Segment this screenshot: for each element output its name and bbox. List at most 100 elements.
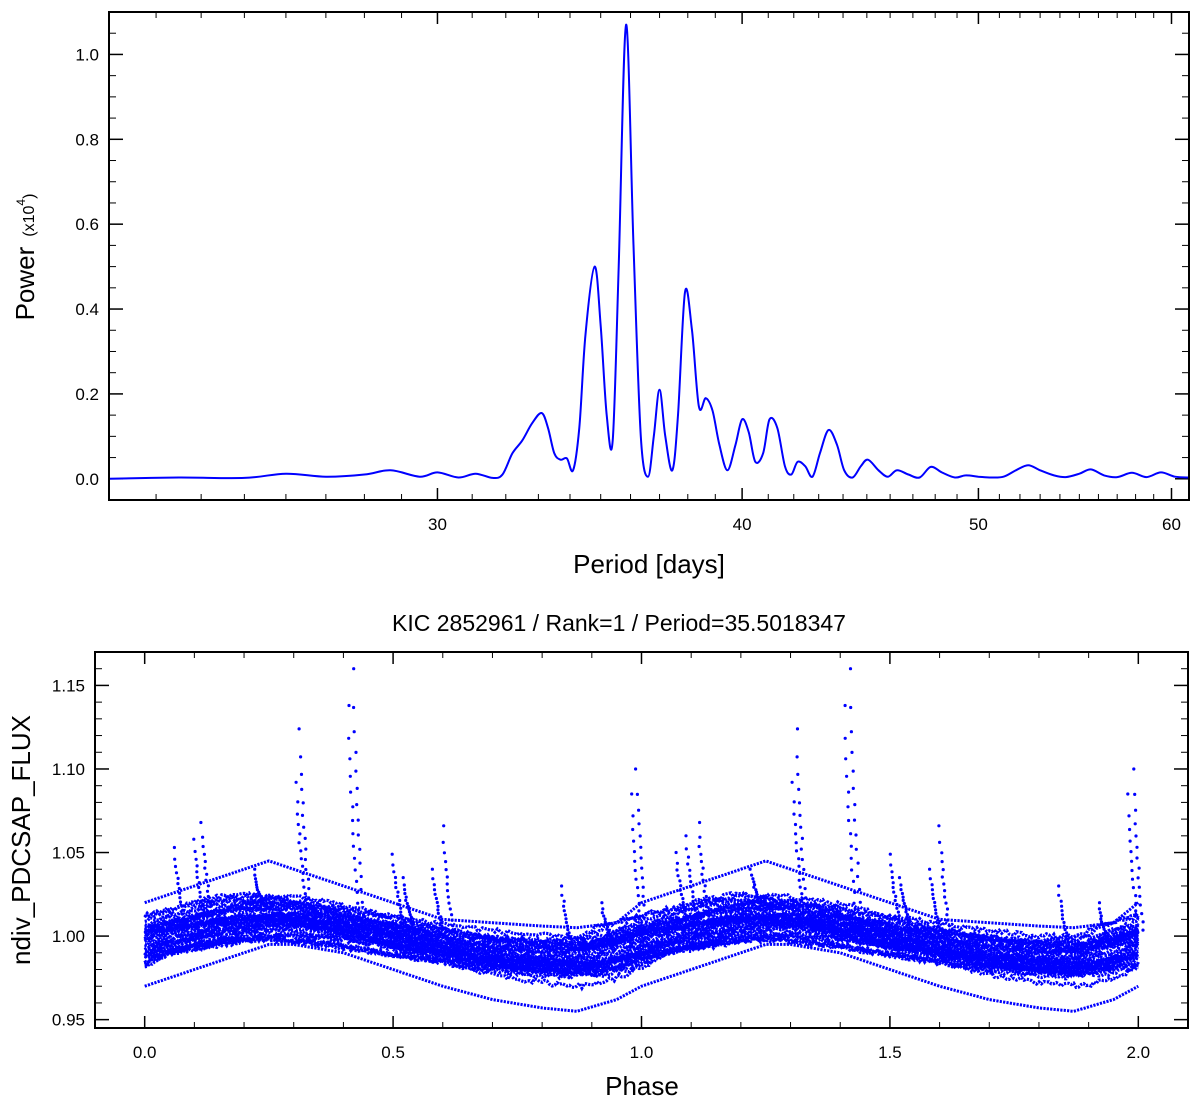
phase-flare-point bbox=[907, 922, 911, 927]
phase-flare-point bbox=[689, 885, 693, 889]
phase-flare-point bbox=[205, 889, 210, 893]
phase-flare-point bbox=[703, 884, 707, 888]
phase-x-tick-label: 1.0 bbox=[630, 1043, 654, 1062]
phase-flare-point bbox=[1134, 808, 1138, 812]
phase-flare-point bbox=[852, 818, 857, 822]
phase-flare-point bbox=[888, 852, 892, 856]
phase-flare-point bbox=[299, 772, 304, 777]
phase-flare-point bbox=[946, 918, 950, 922]
phase-cycle-track bbox=[143, 932, 1139, 981]
phase-flare-point bbox=[347, 736, 351, 740]
phase-flare-point bbox=[390, 852, 394, 856]
phase-flare-point bbox=[676, 874, 680, 878]
periodogram-x-axis-label: Period [days] bbox=[573, 549, 725, 579]
phase-flare-point bbox=[636, 894, 640, 898]
phase-flare-point bbox=[430, 867, 434, 871]
phase-x-tick-labels: 0.0 0.5 1.0 1.5 2.0 bbox=[133, 1043, 1150, 1062]
phase-flare-point bbox=[359, 887, 363, 892]
phase-y-tick-labels: 0.95 1.00 1.05 1.10 1.15 bbox=[52, 676, 85, 1029]
phase-flare-point bbox=[795, 755, 799, 759]
phase-flare-point bbox=[856, 861, 860, 865]
phase-flare-point bbox=[297, 841, 301, 845]
phase-flare-point bbox=[940, 875, 944, 879]
phase-flare-point bbox=[847, 790, 851, 794]
phase-flare-point bbox=[564, 917, 568, 921]
phase-flare-point bbox=[938, 840, 942, 845]
phase-flare-point bbox=[435, 900, 439, 905]
phase-flare-point bbox=[889, 863, 893, 867]
phase-flare-point bbox=[804, 896, 808, 900]
phase-flare-point bbox=[181, 916, 185, 920]
phase-flare-point bbox=[896, 917, 900, 921]
phase-flare-point bbox=[560, 884, 564, 888]
phase-flare-point bbox=[890, 875, 894, 880]
phase-flare-point bbox=[1136, 916, 1140, 920]
phase-flare-point bbox=[1099, 914, 1103, 918]
phase-flare-point bbox=[899, 883, 903, 887]
phase-flare-point bbox=[304, 904, 308, 908]
periodogram-x-tick-label: 40 bbox=[733, 515, 752, 534]
phase-flare-point bbox=[934, 911, 938, 916]
periodogram-y-tick-label: 0.2 bbox=[75, 385, 99, 404]
phase-flare-point bbox=[678, 888, 682, 892]
phase-flare-point bbox=[1065, 937, 1069, 941]
phase-flare-point bbox=[940, 860, 944, 864]
phase-flare-point bbox=[796, 772, 800, 777]
periodogram-panel: 30 40 50 60 0.0 0.2 0.4 0.6 0.8 1.0 Period [days… bbox=[10, 11, 1190, 579]
phase-flare-point bbox=[754, 888, 758, 892]
phase-flare-point bbox=[394, 881, 398, 885]
phase-flare-point bbox=[391, 863, 395, 867]
phase-flare-point bbox=[351, 805, 355, 809]
phase-flare-point bbox=[937, 921, 941, 925]
phase-flare-point bbox=[849, 730, 854, 734]
phase-flare-point bbox=[631, 814, 635, 818]
phase-flare-point bbox=[200, 903, 204, 908]
phase-flare-point bbox=[936, 918, 940, 922]
phase-flare-point bbox=[931, 892, 935, 896]
phase-flare-point bbox=[299, 849, 303, 853]
phase-flare-point bbox=[897, 876, 902, 880]
phase-flare-point bbox=[1134, 834, 1138, 838]
phase-flare-point bbox=[928, 877, 932, 881]
phase-flare-point bbox=[1141, 920, 1145, 924]
phase-flare-point bbox=[360, 900, 364, 904]
phase-flare-point bbox=[349, 790, 353, 794]
phase-flare-point bbox=[801, 904, 805, 908]
phase-flare-point bbox=[431, 877, 435, 881]
phase-flare-point bbox=[943, 895, 947, 899]
phase-flare-point bbox=[562, 909, 566, 913]
phase-flare-point bbox=[792, 800, 796, 804]
phase-flare-point bbox=[432, 888, 437, 892]
phase-envelope-upper bbox=[144, 859, 1140, 930]
phase-flare-point bbox=[642, 903, 646, 907]
phase-flare-point bbox=[201, 835, 205, 839]
phase-flare-point bbox=[798, 871, 802, 876]
phase-flare-point bbox=[792, 812, 796, 816]
phase-x-tick-label: 2.0 bbox=[1126, 1043, 1150, 1062]
phase-flare-point bbox=[181, 908, 185, 912]
phase-flare-point bbox=[847, 818, 851, 823]
phase-flare-point bbox=[1063, 928, 1067, 932]
phase-flare-point bbox=[933, 904, 937, 908]
phase-flare-point bbox=[409, 915, 413, 919]
phase-flare-point bbox=[197, 885, 201, 890]
phase-flare-point bbox=[851, 769, 855, 773]
phase-flare-point bbox=[632, 850, 637, 854]
phase-flare-point bbox=[195, 864, 199, 868]
phase-flare-point bbox=[307, 887, 311, 891]
phase-flare-point bbox=[691, 895, 695, 899]
phase-flare-point bbox=[637, 808, 641, 812]
phase-y-tick-label: 1.10 bbox=[52, 760, 85, 779]
phase-flare-point bbox=[903, 904, 908, 909]
phase-y-tick-label: 1.00 bbox=[52, 927, 85, 946]
phase-flare-point bbox=[410, 920, 414, 924]
phase-flare-point bbox=[180, 912, 184, 916]
phase-flare-point bbox=[906, 920, 910, 924]
phase-flare-point bbox=[210, 914, 214, 918]
phase-flare-point bbox=[300, 813, 305, 818]
phase-flare-point bbox=[178, 896, 182, 900]
phase-flare-point bbox=[201, 916, 205, 920]
phase-flare-point bbox=[691, 899, 695, 903]
periodogram-ticks bbox=[109, 12, 1190, 500]
